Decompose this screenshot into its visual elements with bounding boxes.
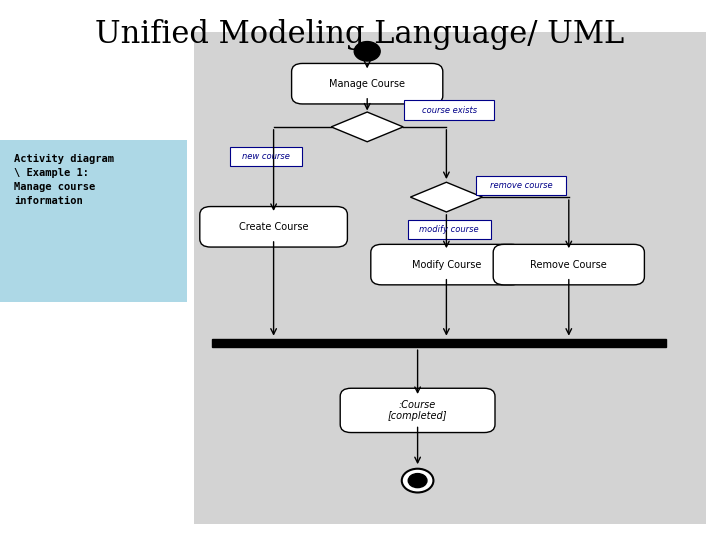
Text: Modify Course: Modify Course (412, 260, 481, 269)
Circle shape (402, 469, 433, 492)
Polygon shape (410, 183, 482, 212)
FancyBboxPatch shape (477, 176, 566, 195)
FancyBboxPatch shape (0, 140, 187, 302)
FancyBboxPatch shape (230, 147, 302, 166)
FancyBboxPatch shape (340, 388, 495, 433)
Circle shape (354, 42, 380, 61)
Text: Activity diagram
\ Example 1:
Manage course
information: Activity diagram \ Example 1: Manage cou… (14, 154, 114, 206)
Polygon shape (331, 112, 403, 141)
Text: Manage Course: Manage Course (329, 79, 405, 89)
Text: Remove Course: Remove Course (531, 260, 607, 269)
Circle shape (408, 474, 427, 488)
Text: Create Course: Create Course (239, 222, 308, 232)
Bar (194, 32, 706, 524)
FancyBboxPatch shape (493, 244, 644, 285)
Text: Unified Modeling Language/ UML: Unified Modeling Language/ UML (95, 19, 625, 50)
FancyBboxPatch shape (408, 220, 491, 239)
FancyBboxPatch shape (405, 100, 494, 120)
Text: :Course: :Course (399, 400, 436, 410)
FancyBboxPatch shape (199, 206, 347, 247)
Text: course exists: course exists (422, 106, 477, 114)
Bar (212, 339, 666, 347)
FancyBboxPatch shape (292, 64, 443, 104)
Text: [completed]: [completed] (388, 411, 447, 421)
Text: new course: new course (243, 152, 290, 161)
Text: modify course: modify course (420, 225, 479, 234)
FancyBboxPatch shape (371, 244, 522, 285)
Text: remove course: remove course (490, 181, 552, 190)
